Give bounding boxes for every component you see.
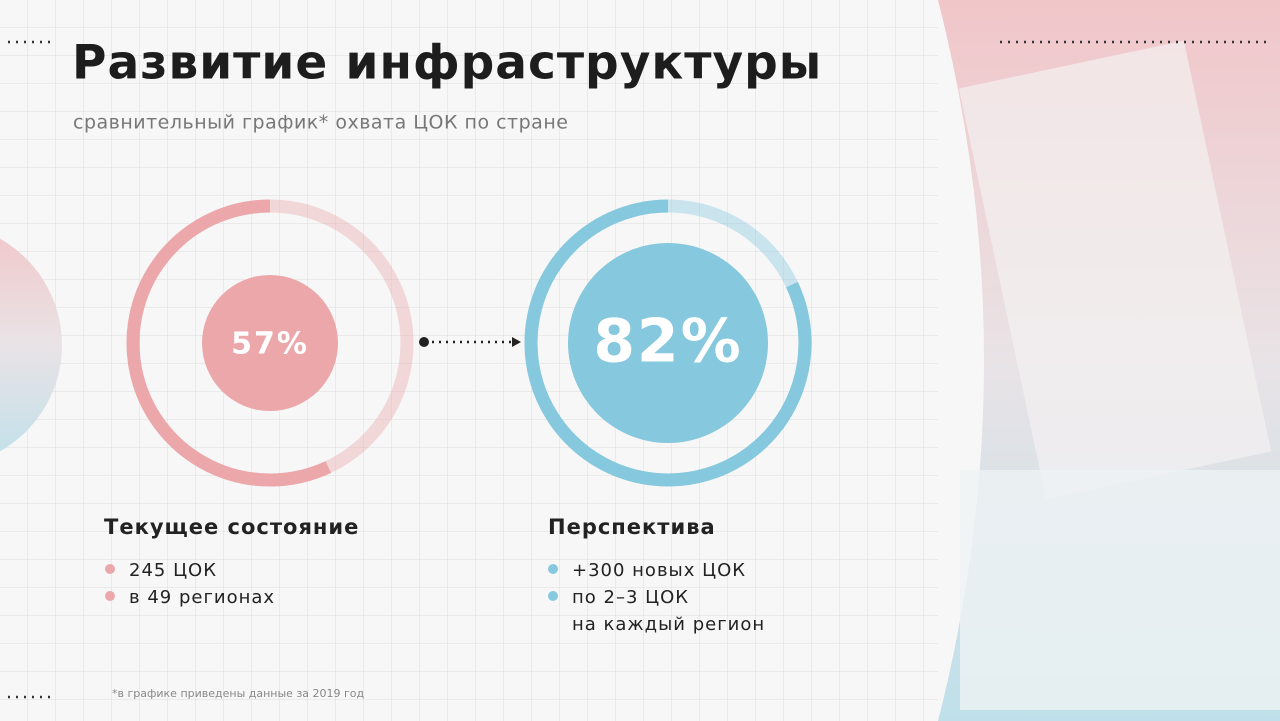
donut-arc <box>524 199 812 487</box>
photo-edge <box>938 0 984 721</box>
value-label: 82% <box>593 307 743 377</box>
bullet <box>105 564 115 574</box>
value-label: 57% <box>231 327 309 362</box>
arrow-head <box>512 337 521 347</box>
item: в 49 регионах <box>129 587 275 608</box>
donut-center <box>568 243 768 443</box>
subtitle: сравнительный график* охвата ЦОК по стра… <box>73 112 568 134</box>
bullet <box>548 591 558 601</box>
title: Развитие инфраструктуры <box>72 36 822 91</box>
arrow-start <box>419 337 429 347</box>
bullet <box>548 564 558 574</box>
photo-keyboard <box>960 470 1280 710</box>
bullet <box>105 591 115 601</box>
footnote: *в графике приведены данные за 2019 год <box>112 687 365 700</box>
item: 245 ЦОК <box>129 560 217 581</box>
item: по 2–3 ЦОК на каждый регион <box>572 587 765 635</box>
photo-book <box>958 40 1272 500</box>
heading: Перспектива <box>548 515 716 539</box>
donut-center <box>202 275 338 411</box>
donut-arc <box>126 199 332 487</box>
heading: Текущее состояние <box>104 515 359 539</box>
left-photo <box>0 238 62 452</box>
item: +300 новых ЦОК <box>572 560 746 581</box>
